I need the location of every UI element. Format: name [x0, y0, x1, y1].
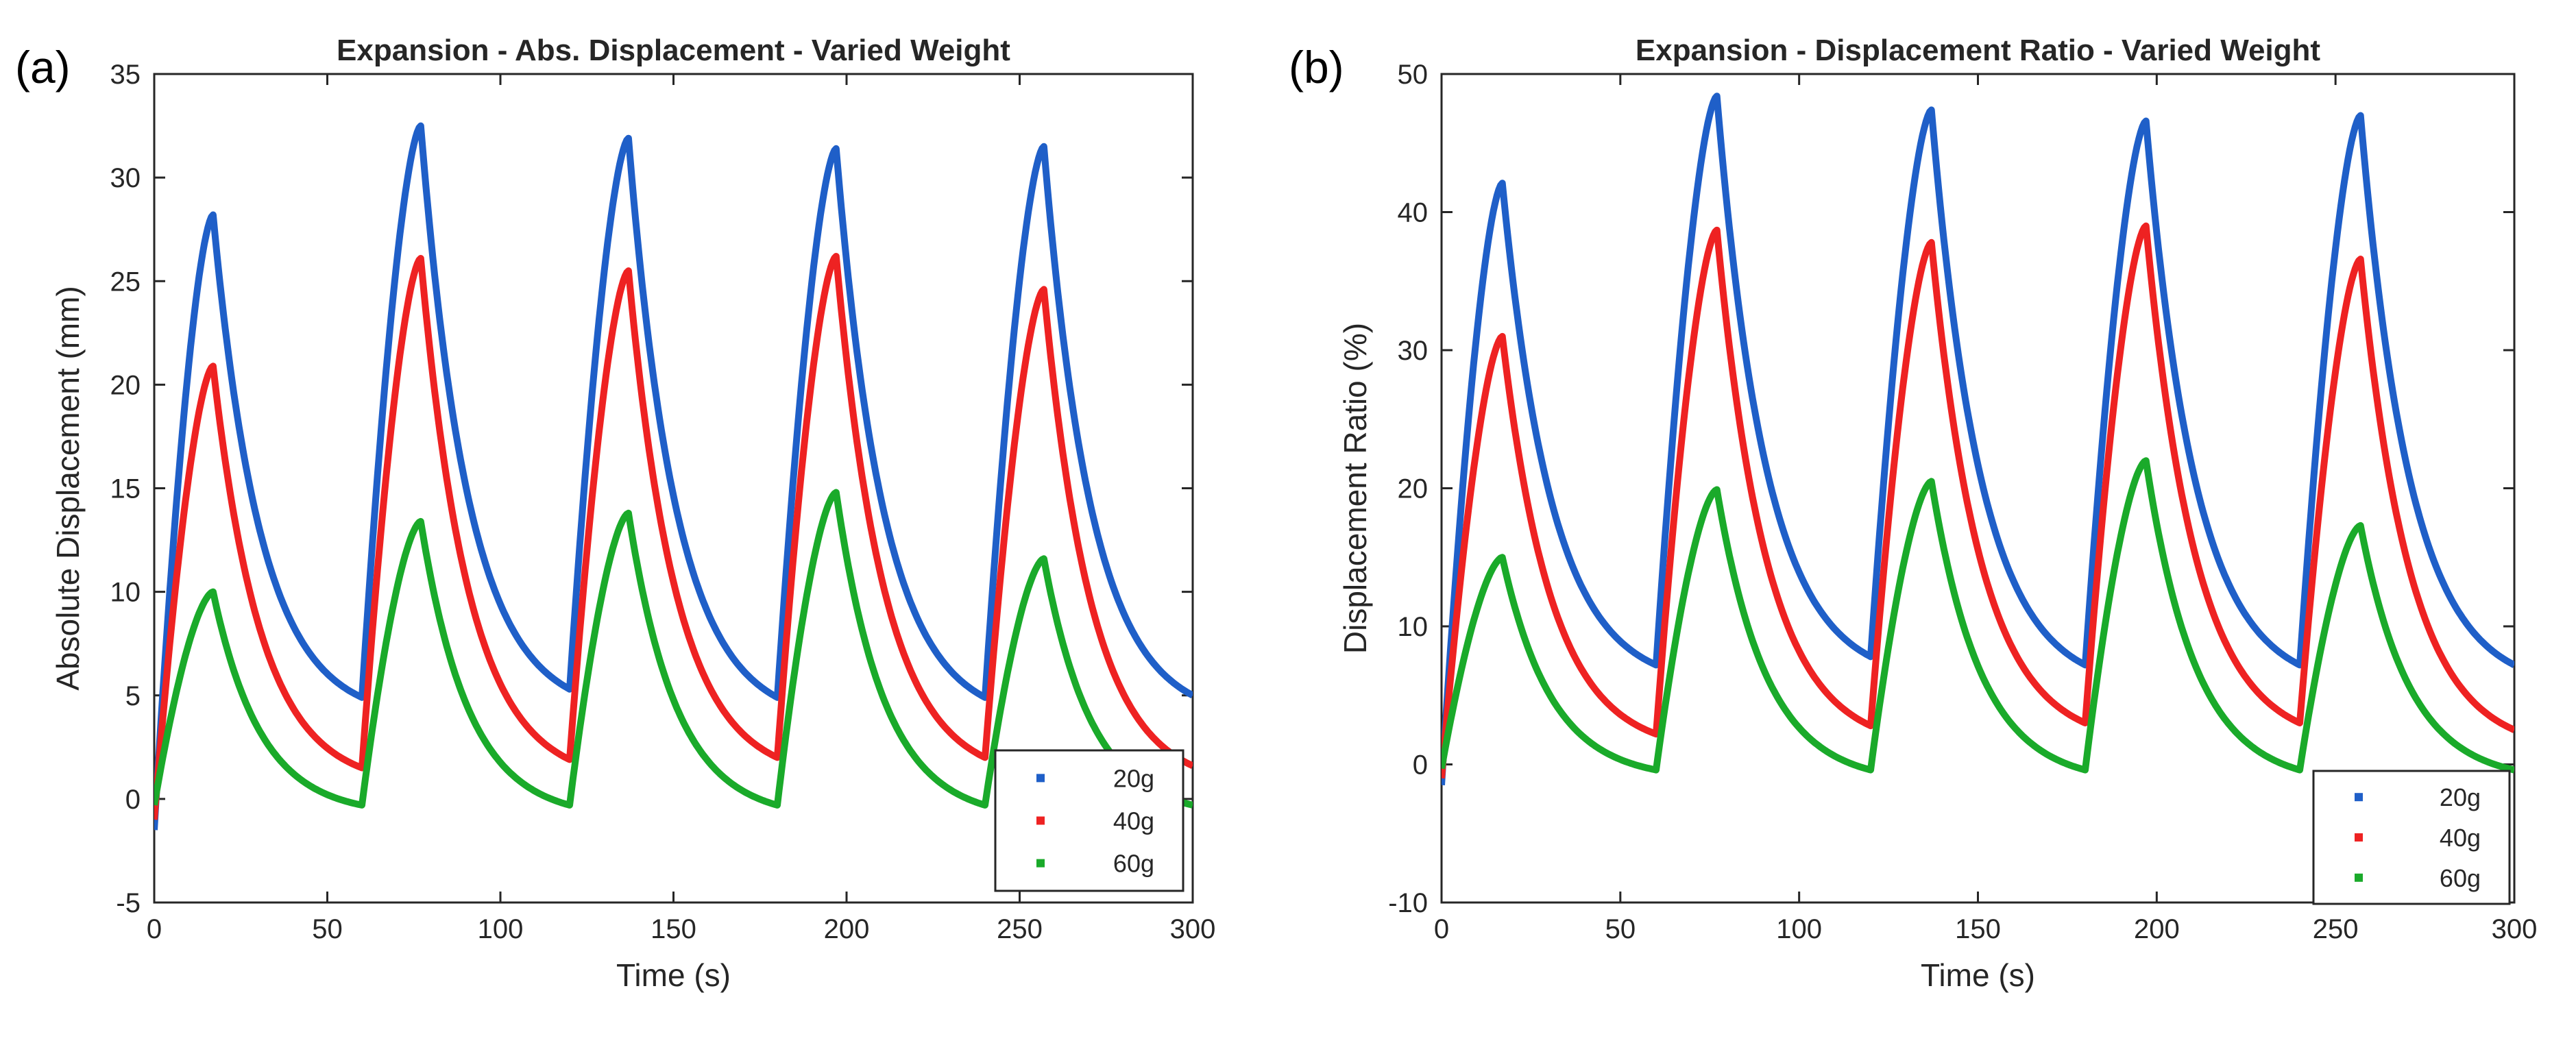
y-tick-label-b: 10: [1398, 612, 1429, 642]
legend-label-60g-a: 60g: [1113, 850, 1154, 878]
x-tick-label-a: 100: [478, 914, 524, 944]
legend-marker-40g-a: [1036, 816, 1045, 825]
y-tick-label-a: 0: [125, 785, 141, 815]
x-tick-label-b: 0: [1434, 914, 1449, 944]
y-tick-label-a: 35: [110, 60, 141, 90]
x-tick-label-a: 300: [1170, 914, 1216, 944]
series-line-40g-a: [154, 253, 1193, 820]
panel-a-label: (a): [15, 42, 71, 93]
x-tick-label-b: 250: [2313, 914, 2359, 944]
x-tick-label-b: 200: [2134, 914, 2180, 944]
y-tick-label-a: 5: [125, 681, 141, 711]
panel-b-label: (b): [1289, 42, 1344, 93]
legend-label-20g-b: 20g: [2440, 783, 2481, 811]
y-tick-label-a: 30: [110, 163, 141, 193]
legend-marker-40g-b: [2355, 833, 2363, 842]
chart-title-a: Expansion - Abs. Displacement - Varied W…: [337, 34, 1010, 67]
legend-a: 20g 40g 60g: [994, 749, 1184, 892]
legend-label-60g-b: 60g: [2440, 864, 2481, 892]
x-tick-label-a: 200: [824, 914, 870, 944]
chart-title-b: Expansion - Displacement Ratio - Varied …: [1636, 34, 2321, 67]
series-line-60g-b: [1442, 457, 2514, 774]
legend-box-b: [2312, 770, 2511, 905]
y-tick-label-a: 25: [110, 267, 141, 297]
y-axis-label-b: Displacement Ratio (%): [1337, 323, 1373, 654]
x-tick-label-a: 50: [312, 914, 343, 944]
legend-label-40g-b: 40g: [2440, 824, 2481, 852]
legend-marker-20g-b: [2355, 793, 2363, 802]
y-tick-label-b: 30: [1398, 336, 1429, 366]
legend-marker-60g-b: [2355, 873, 2363, 882]
legend-marker-20g-a: [1036, 774, 1045, 783]
y-tick-label-b: 0: [1413, 750, 1428, 781]
legend-box-a: [994, 749, 1184, 892]
y-tick-label-a: 20: [110, 370, 141, 400]
y-tick-label-a: -5: [116, 888, 141, 918]
legend-marker-60g-a: [1036, 859, 1045, 868]
plot-area-b: [1440, 73, 2516, 904]
x-tick-label-a: 0: [147, 914, 162, 944]
legend-b: 20g 40g 60g: [2312, 770, 2511, 905]
x-tick-label-a: 150: [651, 914, 696, 944]
y-tick-label-a: 10: [110, 578, 141, 608]
series-line-60g-a: [154, 489, 1193, 809]
x-axis-label-b: Time (s): [1921, 957, 2035, 993]
x-tick-label-b: 300: [2492, 914, 2538, 944]
series-line-20g-a: [154, 122, 1193, 831]
legend-label-40g-a: 40g: [1113, 807, 1154, 835]
y-tick-label-a: 15: [110, 474, 141, 504]
y-axis-label-a: Absolute Displacement (mm): [50, 286, 86, 691]
x-tick-label-b: 50: [1605, 914, 1636, 944]
y-tick-label-b: 20: [1398, 474, 1429, 504]
x-tick-label-a: 250: [997, 914, 1043, 944]
y-tick-label-b: -10: [1388, 888, 1428, 918]
y-tick-label-b: 50: [1398, 60, 1429, 90]
x-axis-label-a: Time (s): [616, 957, 731, 993]
legend-label-20g-a: 20g: [1113, 764, 1154, 792]
x-tick-label-b: 100: [1776, 914, 1822, 944]
y-tick-label-b: 40: [1398, 198, 1429, 228]
series-line-40g-b: [1442, 222, 2514, 779]
x-tick-label-b: 150: [1955, 914, 2001, 944]
series-line-20g-b: [1442, 93, 2514, 786]
